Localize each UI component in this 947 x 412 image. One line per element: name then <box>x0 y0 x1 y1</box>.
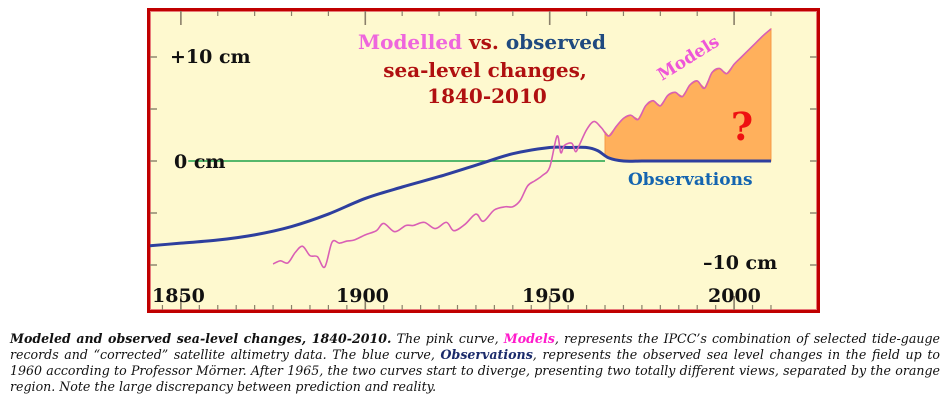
x-label-1850: 1850 <box>152 285 205 307</box>
chart-title-line-3: 1840-2010 <box>427 84 547 108</box>
y-label-minus-10: –10 cm <box>703 252 777 274</box>
caption-text-2: , represents the IPCC’s combination of s… <box>10 331 940 362</box>
caption-models: Models <box>503 331 555 346</box>
observations-annotation: Observations <box>628 170 753 190</box>
caption-title: Modeled and observed sea-level changes, … <box>10 331 392 346</box>
x-label-1950: 1950 <box>522 285 575 307</box>
chart-frame: Modelled vs. observed sea-level changes,… <box>147 8 820 313</box>
chart-title-line-1: Modelled vs. observed <box>358 30 606 54</box>
x-label-2000: 2000 <box>708 285 761 307</box>
x-label-1900: 1900 <box>336 285 389 307</box>
caption-observations: Observations <box>440 347 533 362</box>
models-line <box>272 28 772 269</box>
figure-caption: Modeled and observed sea-level changes, … <box>10 331 940 395</box>
y-label-plus-10: +10 cm <box>170 46 251 68</box>
y-label-zero: 0 cm <box>174 151 226 173</box>
title-vs: vs. <box>462 30 506 54</box>
question-mark: ? <box>731 104 753 149</box>
title-observed: observed <box>506 30 606 54</box>
sea-level-chart: Modelled vs. observed sea-level changes,… <box>150 11 817 310</box>
axis-ticks <box>150 11 817 310</box>
observations-line <box>150 145 771 248</box>
caption-text-1: The pink curve, <box>391 331 504 346</box>
chart-title-line-2: sea-level changes, <box>383 58 587 82</box>
title-modelled: Modelled <box>358 30 462 54</box>
caption-text-3: , represents the observed sea level chan… <box>10 347 941 394</box>
